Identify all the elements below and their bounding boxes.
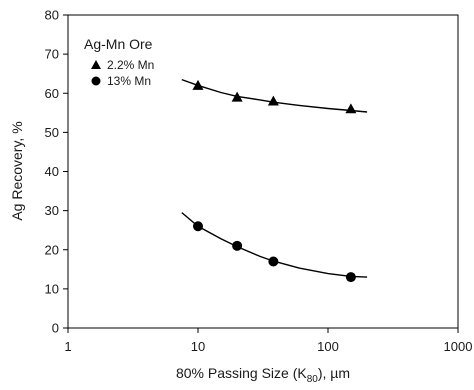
y-axis-title: Ag Recovery, %	[9, 121, 25, 220]
y-tick-label: 40	[45, 164, 59, 179]
y-tick-label: 50	[45, 125, 59, 140]
y-tick-label: 30	[45, 203, 59, 218]
data-point-circle	[268, 256, 279, 267]
legend-triangle-marker	[91, 60, 101, 69]
data-point-triangle	[192, 79, 204, 90]
x-tick-label: 1	[64, 339, 71, 354]
legend-title: Ag-Mn Ore	[84, 36, 153, 52]
x-axis-title-suffix: ), µm	[318, 365, 350, 381]
x-axis-title-subscript: 80	[307, 374, 319, 385]
y-axis: 0 10 20 30 40 50 60 70 80	[45, 8, 68, 336]
x-axis-title: 80% Passing Size (K80), µm	[176, 365, 350, 385]
y-tick-label: 0	[52, 321, 59, 336]
x-tick-label: 100	[317, 339, 339, 354]
data-point-circle	[232, 240, 243, 251]
trend-line-series-1	[181, 78, 368, 113]
legend-circle-marker	[91, 76, 101, 86]
legend: Ag-Mn Ore 2.2% Mn 13% Mn	[84, 36, 154, 88]
trend-lines	[181, 78, 368, 278]
data-markers	[192, 79, 357, 283]
data-point-circle	[193, 221, 203, 232]
x-tick-label: 10	[191, 339, 205, 354]
x-axis: 1 10 100 1000	[64, 328, 472, 354]
data-point-triangle	[267, 95, 279, 106]
data-point-triangle	[231, 91, 243, 102]
y-tick-label: 20	[45, 242, 59, 257]
data-point-circle	[345, 272, 356, 283]
data-point-triangle	[345, 103, 357, 114]
x-axis-title-prefix: 80% Passing Size (K	[176, 365, 307, 381]
y-tick-label: 10	[45, 281, 59, 296]
x-tick-label: 1000	[444, 339, 473, 354]
legend-label-series-2: 13% Mn	[107, 74, 151, 88]
legend-label-series-1: 2.2% Mn	[107, 58, 154, 72]
y-tick-label: 70	[45, 47, 59, 62]
y-tick-label: 80	[45, 8, 59, 23]
y-tick-label: 60	[45, 86, 59, 101]
trend-line-series-2	[181, 212, 368, 278]
